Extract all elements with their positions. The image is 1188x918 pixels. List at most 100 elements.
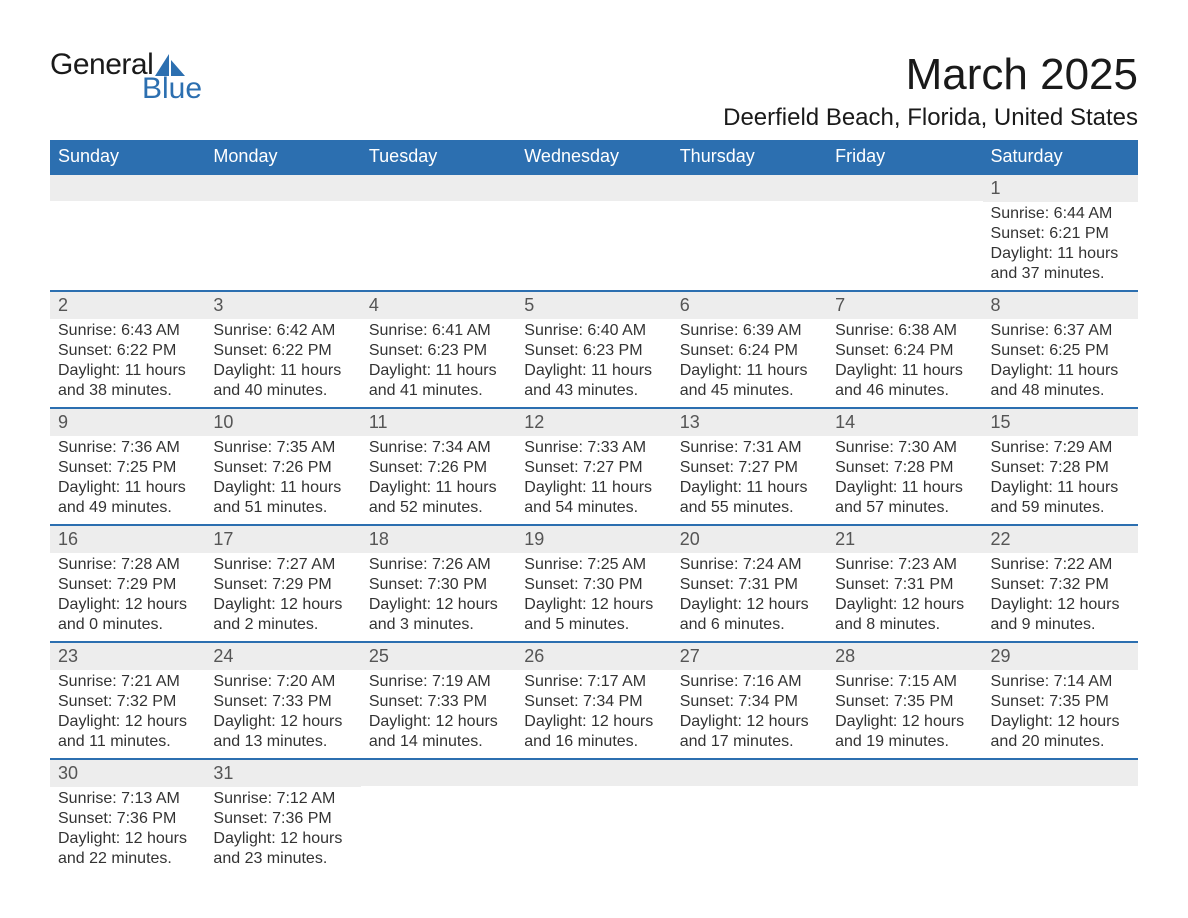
day-number: 20 [672,526,827,553]
logo-text-blue: Blue [142,74,202,104]
daylight-line-1: Daylight: 12 hours [991,595,1130,615]
day-cell: Sunrise: 7:34 AMSunset: 7:26 PMDaylight:… [361,436,516,524]
day-number: 10 [205,409,360,436]
sunset-text: Sunset: 6:25 PM [991,341,1130,361]
day-number: 23 [50,643,205,670]
daylight-line-2: and 17 minutes. [680,732,819,752]
sunrise-text: Sunrise: 7:24 AM [680,555,819,575]
day-cell: Sunrise: 7:30 AMSunset: 7:28 PMDaylight:… [827,436,982,524]
day-number: 16 [50,526,205,553]
sunrise-text: Sunrise: 7:17 AM [524,672,663,692]
daylight-line-1: Daylight: 11 hours [835,361,974,381]
empty-day [516,760,671,786]
daylight-line-2: and 41 minutes. [369,381,508,401]
day-number: 17 [205,526,360,553]
daylight-line-2: and 57 minutes. [835,498,974,518]
day-cell: Sunrise: 7:26 AMSunset: 7:30 PMDaylight:… [361,553,516,641]
sunrise-text: Sunrise: 7:22 AM [991,555,1130,575]
day-cell: Sunrise: 7:19 AMSunset: 7:33 PMDaylight:… [361,670,516,758]
daylight-line-1: Daylight: 12 hours [991,712,1130,732]
day-number: 19 [516,526,671,553]
daylight-line-1: Daylight: 12 hours [213,712,352,732]
weekday-header: Wednesday [516,140,671,174]
sunset-text: Sunset: 7:33 PM [369,692,508,712]
empty-day [672,175,827,201]
empty-day [827,175,982,201]
daylight-line-1: Daylight: 11 hours [58,478,197,498]
sunset-text: Sunset: 6:24 PM [680,341,819,361]
daylight-line-1: Daylight: 11 hours [369,478,508,498]
day-number: 30 [50,760,205,787]
sunrise-text: Sunrise: 7:12 AM [213,789,352,809]
daylight-line-1: Daylight: 11 hours [680,361,819,381]
logo: General Blue [50,50,202,104]
daylight-line-2: and 11 minutes. [58,732,197,752]
sunrise-text: Sunrise: 7:26 AM [369,555,508,575]
sunset-text: Sunset: 7:27 PM [524,458,663,478]
day-cell: Sunrise: 7:25 AMSunset: 7:30 PMDaylight:… [516,553,671,641]
daylight-line-2: and 13 minutes. [213,732,352,752]
daylight-line-1: Daylight: 12 hours [58,829,197,849]
sunrise-text: Sunrise: 6:41 AM [369,321,508,341]
day-cell: Sunrise: 7:29 AMSunset: 7:28 PMDaylight:… [983,436,1138,524]
sunset-text: Sunset: 6:23 PM [369,341,508,361]
daylight-line-2: and 37 minutes. [991,264,1130,284]
day-cell: Sunrise: 6:41 AMSunset: 6:23 PMDaylight:… [361,319,516,407]
daylight-line-2: and 2 minutes. [213,615,352,635]
sunrise-text: Sunrise: 7:20 AM [213,672,352,692]
day-number: 5 [516,292,671,319]
sunrise-text: Sunrise: 7:15 AM [835,672,974,692]
day-number: 11 [361,409,516,436]
day-cell: Sunrise: 7:22 AMSunset: 7:32 PMDaylight:… [983,553,1138,641]
sunset-text: Sunset: 7:31 PM [835,575,974,595]
calendar-header: SundayMondayTuesdayWednesdayThursdayFrid… [50,140,1138,174]
empty-day [361,175,516,201]
day-cell: Sunrise: 7:31 AMSunset: 7:27 PMDaylight:… [672,436,827,524]
daylight-line-1: Daylight: 12 hours [524,712,663,732]
empty-day [516,175,671,201]
day-cell: Sunrise: 7:13 AMSunset: 7:36 PMDaylight:… [50,787,205,875]
daylight-line-2: and 19 minutes. [835,732,974,752]
daylight-line-2: and 0 minutes. [58,615,197,635]
sunset-text: Sunset: 7:35 PM [991,692,1130,712]
sunrise-text: Sunrise: 7:36 AM [58,438,197,458]
daylight-line-2: and 49 minutes. [58,498,197,518]
daylight-line-2: and 5 minutes. [524,615,663,635]
weekday-header: Friday [827,140,982,174]
sunset-text: Sunset: 6:22 PM [58,341,197,361]
day-number: 14 [827,409,982,436]
day-number: 2 [50,292,205,319]
day-number: 22 [983,526,1138,553]
daylight-line-1: Daylight: 11 hours [369,361,508,381]
day-number: 9 [50,409,205,436]
daylight-line-2: and 23 minutes. [213,849,352,869]
sunset-text: Sunset: 7:31 PM [680,575,819,595]
sunrise-text: Sunrise: 7:34 AM [369,438,508,458]
location: Deerfield Beach, Florida, United States [723,104,1138,132]
sunrise-text: Sunrise: 6:40 AM [524,321,663,341]
sunrise-text: Sunrise: 7:33 AM [524,438,663,458]
daylight-line-1: Daylight: 11 hours [58,361,197,381]
daylight-line-1: Daylight: 12 hours [680,712,819,732]
daylight-line-1: Daylight: 12 hours [369,712,508,732]
day-number: 29 [983,643,1138,670]
sunset-text: Sunset: 7:27 PM [680,458,819,478]
sunrise-text: Sunrise: 7:25 AM [524,555,663,575]
daylight-line-1: Daylight: 11 hours [524,361,663,381]
day-number: 21 [827,526,982,553]
empty-day [50,175,205,201]
day-number: 15 [983,409,1138,436]
daylight-line-2: and 16 minutes. [524,732,663,752]
day-cell: Sunrise: 7:15 AMSunset: 7:35 PMDaylight:… [827,670,982,758]
day-number: 8 [983,292,1138,319]
day-number: 24 [205,643,360,670]
day-number: 27 [672,643,827,670]
weekday-header: Tuesday [361,140,516,174]
sunset-text: Sunset: 7:25 PM [58,458,197,478]
sunrise-text: Sunrise: 6:39 AM [680,321,819,341]
sunrise-text: Sunrise: 7:31 AM [680,438,819,458]
sunrise-text: Sunrise: 7:29 AM [991,438,1130,458]
daylight-line-2: and 14 minutes. [369,732,508,752]
sunset-text: Sunset: 7:33 PM [213,692,352,712]
day-number: 13 [672,409,827,436]
